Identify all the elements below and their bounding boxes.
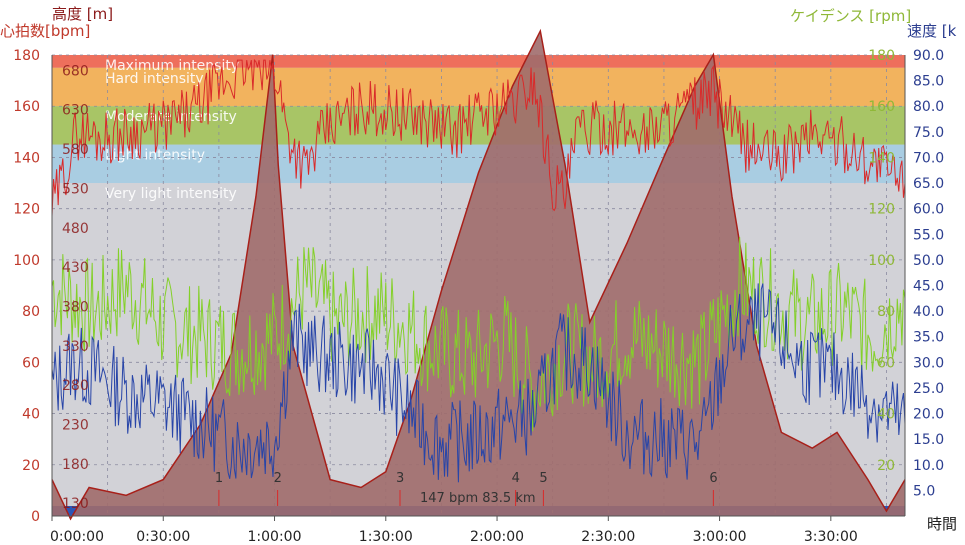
speed-tick-label: 65.0 bbox=[913, 176, 944, 192]
time-tick-label: 0:30:00 bbox=[136, 529, 190, 545]
hr-tick-label: 140 bbox=[13, 150, 40, 166]
time-tick-label: 1:30:00 bbox=[359, 529, 413, 545]
altitude-axis-title: 高度 [m] bbox=[52, 5, 114, 23]
speed-tick-label: 15.0 bbox=[913, 432, 944, 448]
hr-tick-label: 80 bbox=[22, 304, 40, 320]
zone-label: Maximum intensity bbox=[105, 58, 239, 74]
hr-tick-label: 160 bbox=[13, 99, 40, 115]
speed-tick-label: 70.0 bbox=[913, 150, 944, 166]
altitude-tick-label: 580 bbox=[62, 142, 89, 158]
time-tick-label: 0:00:00 bbox=[50, 529, 104, 545]
altitude-tick-label: 380 bbox=[62, 299, 89, 315]
cadence-tick-label: 180 bbox=[868, 48, 895, 64]
speed-tick-label: 10.0 bbox=[913, 458, 944, 474]
speed-axis-title: 速度 [k bbox=[907, 22, 957, 40]
speed-tick-label: 90.0 bbox=[913, 48, 944, 64]
hr-tick-label: 60 bbox=[22, 355, 40, 371]
speed-tick-label: 40.0 bbox=[913, 304, 944, 320]
time-tick-label: 2:00:00 bbox=[470, 529, 524, 545]
cadence-tick-label: 160 bbox=[868, 99, 895, 115]
line-series bbox=[51, 58, 906, 483]
cadence-line bbox=[51, 237, 906, 432]
speed-tick-label: 5.0 bbox=[913, 483, 935, 499]
time-tick-label: 3:00:00 bbox=[693, 529, 747, 545]
altitude-tick-label: 330 bbox=[62, 339, 89, 355]
altitude-tick-label: 180 bbox=[62, 457, 89, 473]
speed-tick-label: 85.0 bbox=[913, 74, 944, 90]
lap-marker-label: 2 bbox=[274, 471, 282, 486]
cadence-tick-label: 80 bbox=[877, 304, 895, 320]
cadence-tick-label: 100 bbox=[868, 253, 895, 269]
speed-tick-label: 50.0 bbox=[913, 253, 944, 269]
speed-tick-label: 20.0 bbox=[913, 407, 944, 423]
speed-tick-label: 30.0 bbox=[913, 355, 944, 371]
speed-tick-label: 75.0 bbox=[913, 125, 944, 141]
hr-tick-label: 20 bbox=[22, 458, 40, 474]
hr-tick-label: 100 bbox=[13, 253, 40, 269]
time-tick-label: 3:30:00 bbox=[804, 529, 858, 545]
time-tick-label: 1:00:00 bbox=[248, 529, 302, 545]
hr-axis-title: 心拍数[bpm] bbox=[0, 22, 91, 40]
hr-line bbox=[51, 58, 906, 217]
status-readout: 147 bpm 83.5 km bbox=[420, 491, 536, 506]
speed-tick-label: 45.0 bbox=[913, 279, 944, 295]
zone-band bbox=[52, 106, 905, 145]
speed-tick-label: 25.0 bbox=[913, 381, 944, 397]
lap-marker-label: 4 bbox=[512, 471, 520, 486]
altitude-line bbox=[51, 28, 906, 521]
lap-marker-label: 5 bbox=[539, 471, 547, 486]
speed-line bbox=[51, 283, 906, 483]
cadence-tick-label: 60 bbox=[877, 355, 895, 371]
speed-tick-label: 80.0 bbox=[913, 99, 944, 115]
time-axis-title: 時間 bbox=[927, 515, 958, 533]
altitude-tick-label: 530 bbox=[62, 181, 89, 197]
axes: 0204060801001201401601801301802302803303… bbox=[13, 48, 944, 545]
hr-tick-label: 40 bbox=[22, 407, 40, 423]
cadence-tick-label: 120 bbox=[868, 202, 895, 218]
hr-tick-label: 180 bbox=[13, 48, 40, 64]
altitude-tick-label: 130 bbox=[62, 496, 89, 512]
hr-tick-label: 0 bbox=[31, 509, 40, 525]
zone-label: Hard intensity bbox=[105, 71, 204, 87]
zone-label: Very light intensity bbox=[105, 186, 237, 202]
altitude-tick-label: 230 bbox=[62, 417, 89, 433]
speed-tick-label: 55.0 bbox=[913, 227, 944, 243]
cadence-axis-title: ケイデンス [rpm] bbox=[790, 7, 912, 25]
speed-tick-label: 35.0 bbox=[913, 330, 944, 346]
time-tick-label: 2:30:00 bbox=[581, 529, 635, 545]
cadence-tick-label: 40 bbox=[877, 407, 895, 423]
lap-marker-label: 6 bbox=[709, 471, 717, 486]
altitude-tick-label: 680 bbox=[62, 63, 89, 79]
altitude-tick-label: 430 bbox=[62, 260, 89, 276]
cadence-tick-label: 140 bbox=[868, 150, 895, 166]
zone-label: Light intensity bbox=[105, 148, 205, 164]
lap-marker-label: 3 bbox=[396, 471, 404, 486]
cadence-tick-label: 20 bbox=[877, 458, 895, 474]
lap-markers: 1 2 3 4 5 6 bbox=[215, 471, 718, 506]
zone-label: Moderate intensity bbox=[105, 109, 237, 125]
speed-tick-label: 60.0 bbox=[913, 202, 944, 218]
altitude-tick-label: 630 bbox=[62, 103, 89, 119]
altitude-tick-label: 280 bbox=[62, 378, 89, 394]
hr-tick-label: 120 bbox=[13, 202, 40, 218]
lap-marker-label: 1 bbox=[215, 471, 223, 486]
altitude-tick-label: 480 bbox=[62, 221, 89, 237]
